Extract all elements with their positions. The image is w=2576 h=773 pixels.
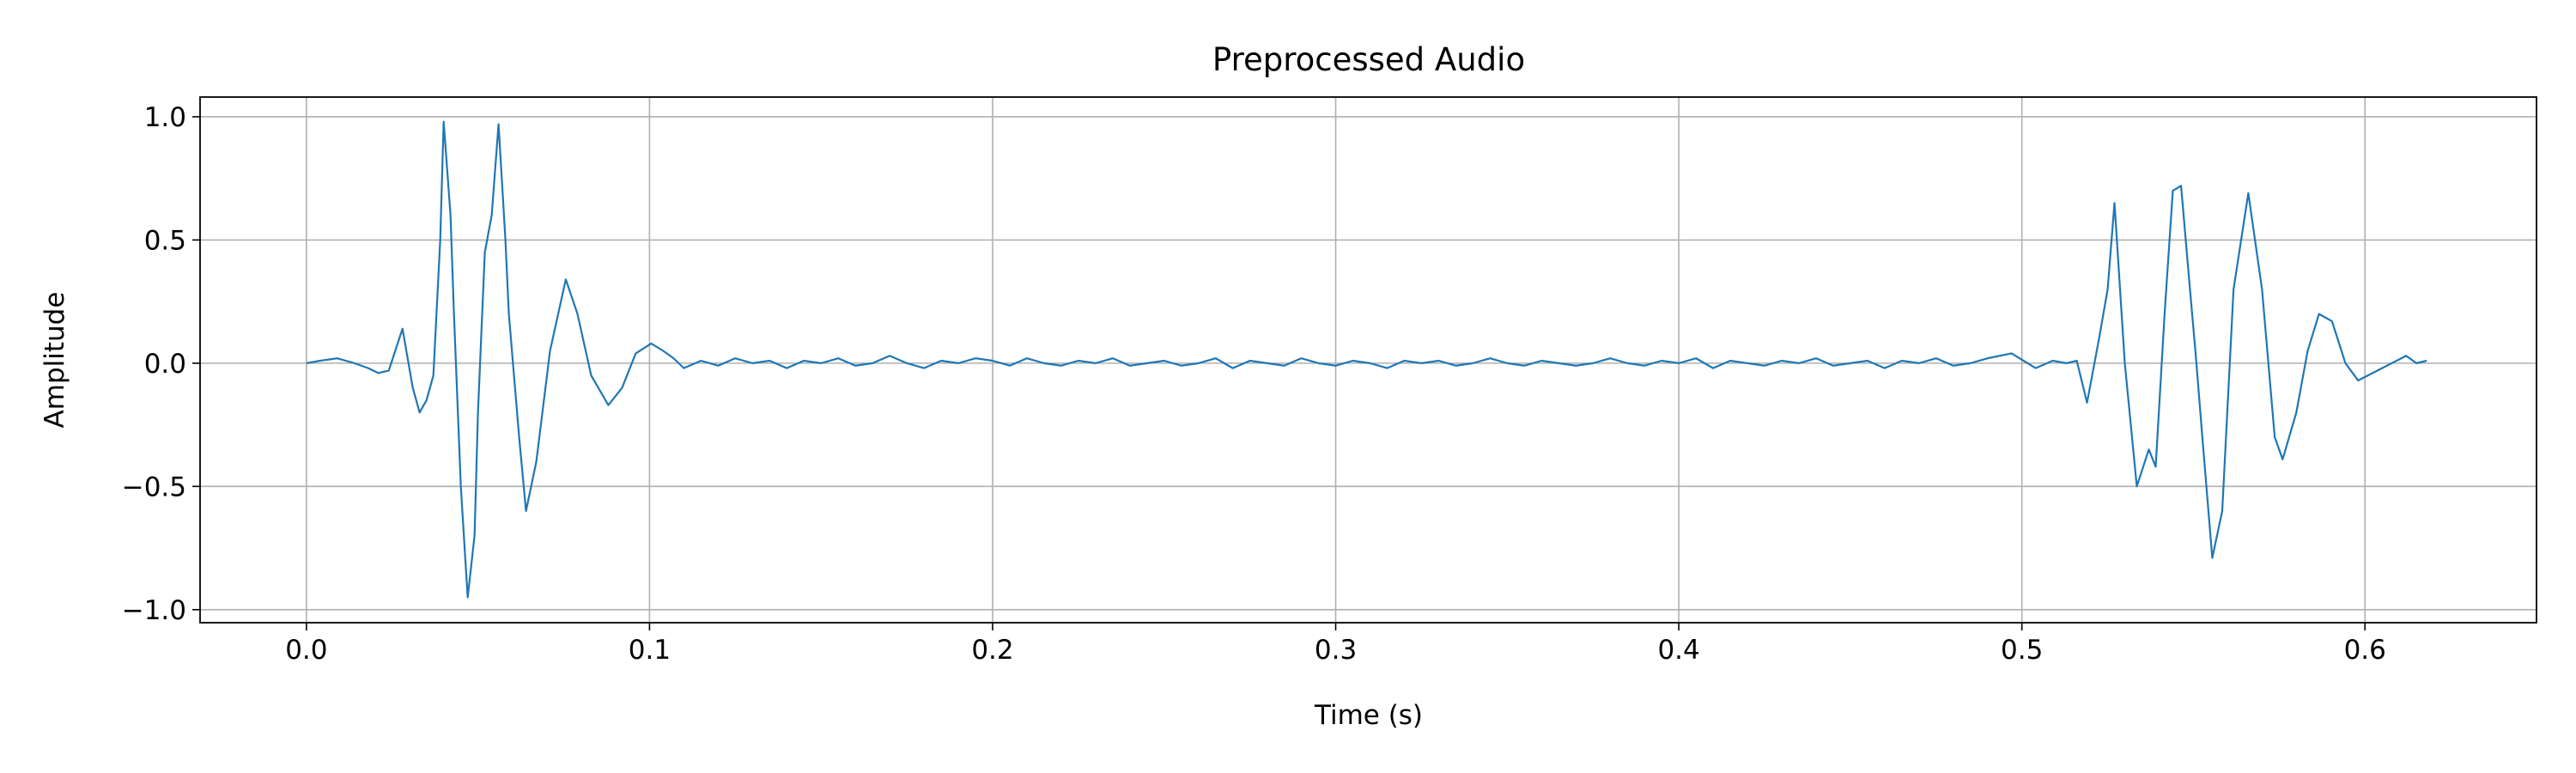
x-tick-label: 0.6 xyxy=(2344,635,2386,666)
x-tick-label: 0.3 xyxy=(1315,635,1357,666)
waveform-line xyxy=(306,120,2427,599)
y-tick-label: −0.5 xyxy=(122,472,186,502)
x-tick-label: 0.2 xyxy=(971,635,1013,666)
y-tick-label: 0.0 xyxy=(144,349,186,380)
x-tick-label: 0.5 xyxy=(2001,635,2043,666)
x-axis-label: Time (s) xyxy=(1314,700,1423,731)
y-tick-label: 1.0 xyxy=(144,102,186,133)
y-axis-label: Amplitude xyxy=(39,292,70,429)
plot-frame xyxy=(199,96,2537,624)
x-tick-label: 0.1 xyxy=(629,635,671,666)
x-tick-label: 0.0 xyxy=(285,635,327,666)
x-tick-label: 0.4 xyxy=(1657,635,1699,666)
y-tick-label: 0.5 xyxy=(144,225,186,256)
chart-title: Preprocessed Audio xyxy=(1212,41,1525,78)
y-tick-label: −1.0 xyxy=(122,595,186,626)
